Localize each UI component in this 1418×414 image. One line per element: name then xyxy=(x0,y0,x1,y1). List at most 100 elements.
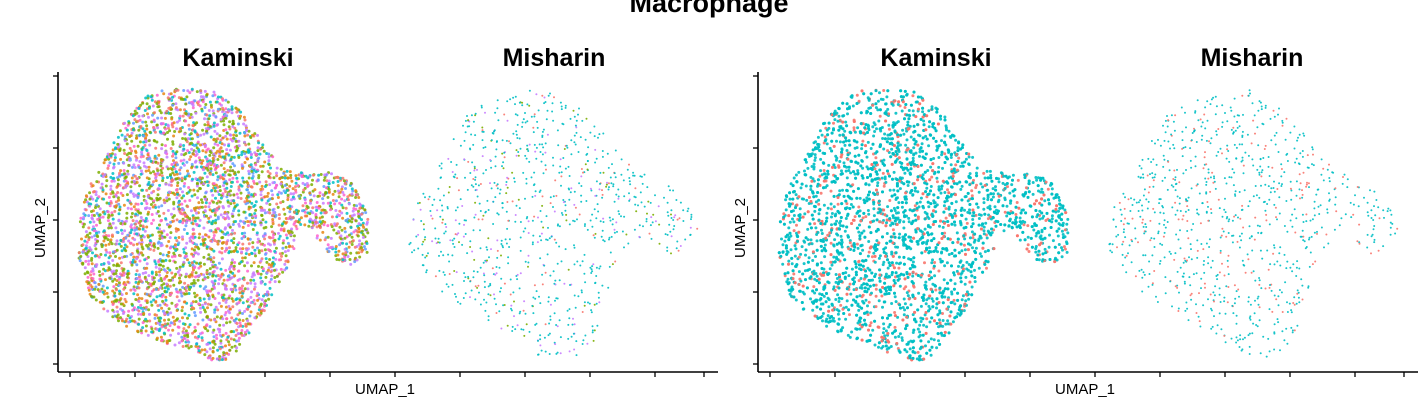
data-point xyxy=(556,262,559,265)
data-point xyxy=(207,297,211,301)
data-point xyxy=(268,280,272,284)
data-point xyxy=(532,296,535,299)
data-point xyxy=(232,199,236,203)
data-point xyxy=(489,182,491,185)
data-point xyxy=(598,301,601,304)
data-point xyxy=(139,155,143,159)
data-point xyxy=(341,252,345,256)
data-point xyxy=(170,271,174,275)
data-point xyxy=(216,308,220,312)
data-point xyxy=(158,252,162,256)
data-point xyxy=(257,272,261,276)
data-point xyxy=(314,213,318,216)
data-point xyxy=(161,253,165,257)
data-point xyxy=(503,113,506,116)
data-point xyxy=(568,223,571,226)
data-point xyxy=(597,296,600,299)
data-point xyxy=(471,161,474,164)
data-point xyxy=(140,331,144,335)
data-point xyxy=(262,149,266,153)
data-point xyxy=(620,215,622,218)
data-point xyxy=(172,121,176,125)
data-point xyxy=(573,134,576,137)
data-point xyxy=(448,260,451,263)
data-point xyxy=(417,202,419,205)
data-point xyxy=(115,274,119,278)
data-point xyxy=(314,205,318,209)
data-point xyxy=(489,282,492,285)
data-point xyxy=(232,338,236,342)
data-point xyxy=(156,193,160,197)
data-point xyxy=(136,144,140,148)
data-point xyxy=(92,220,96,224)
data-point xyxy=(160,204,164,208)
data-point xyxy=(521,125,524,128)
data-point xyxy=(248,212,252,216)
data-point xyxy=(547,296,550,299)
data-point xyxy=(119,222,123,225)
data-point xyxy=(159,277,163,280)
data-point xyxy=(224,107,228,111)
data-point xyxy=(469,172,472,174)
data-point xyxy=(286,193,290,197)
data-point xyxy=(223,170,227,174)
data-point xyxy=(200,161,204,165)
data-point xyxy=(204,233,207,237)
data-point xyxy=(271,193,275,197)
data-point xyxy=(412,218,415,221)
data-point xyxy=(498,266,501,269)
data-point xyxy=(106,219,110,223)
data-point xyxy=(197,335,201,338)
data-point xyxy=(156,210,160,213)
data-point xyxy=(348,233,351,237)
data-point xyxy=(496,140,498,143)
data-point xyxy=(459,144,462,147)
data-point xyxy=(495,272,498,275)
data-point xyxy=(464,119,467,122)
data-point xyxy=(149,203,153,206)
data-point xyxy=(535,93,538,96)
data-point xyxy=(553,96,555,99)
data-point xyxy=(249,301,253,305)
data-point xyxy=(248,322,252,326)
data-point xyxy=(541,283,544,286)
data-point xyxy=(588,302,591,305)
data-point xyxy=(519,310,522,313)
data-point xyxy=(608,238,610,241)
data-point xyxy=(207,216,211,220)
data-point xyxy=(272,233,275,237)
data-point xyxy=(274,213,278,217)
data-point xyxy=(227,153,231,157)
data-point xyxy=(146,94,150,98)
data-point xyxy=(443,232,446,235)
data-point xyxy=(125,128,129,132)
data-point xyxy=(505,181,508,183)
data-point xyxy=(240,250,244,254)
data-point xyxy=(193,335,197,339)
data-point xyxy=(546,109,549,112)
data-point xyxy=(645,218,648,220)
data-point xyxy=(227,192,231,196)
data-point xyxy=(290,227,294,231)
data-point xyxy=(234,288,238,292)
data-point xyxy=(195,342,199,346)
data-point xyxy=(634,203,637,206)
data-point xyxy=(254,163,258,167)
data-point xyxy=(515,154,518,157)
data-point xyxy=(602,171,605,174)
data-point xyxy=(132,319,136,323)
data-point xyxy=(519,272,522,275)
data-point xyxy=(586,152,589,155)
data-point xyxy=(205,157,209,161)
data-point xyxy=(564,248,567,251)
data-point xyxy=(599,171,602,174)
data-point xyxy=(202,132,206,136)
data-point xyxy=(237,156,241,159)
data-point xyxy=(212,200,215,204)
data-point xyxy=(184,272,188,276)
data-point xyxy=(134,273,138,276)
data-point xyxy=(266,248,270,252)
data-point xyxy=(155,196,159,200)
data-point xyxy=(182,184,186,188)
data-point xyxy=(534,150,537,153)
